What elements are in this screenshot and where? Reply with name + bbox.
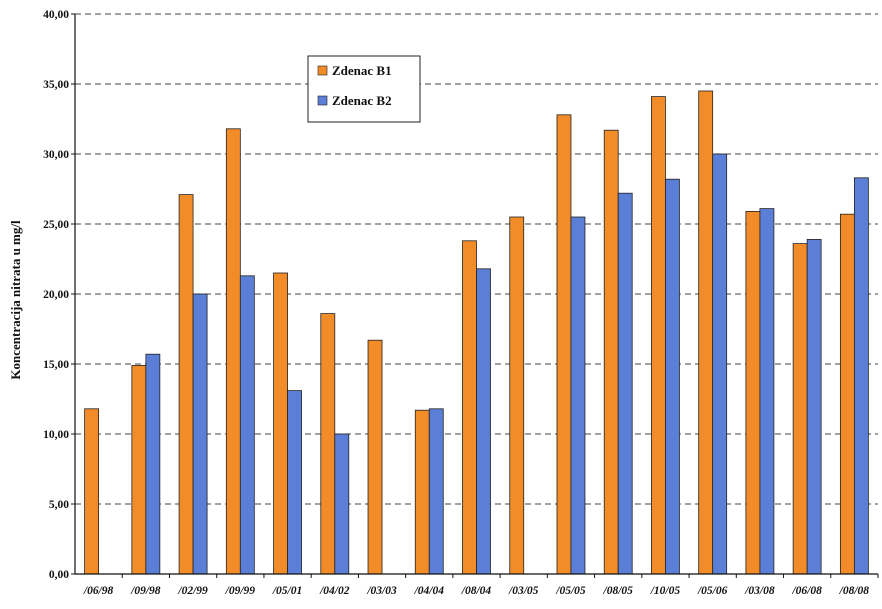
y-tick-label: 40,00 (43, 9, 69, 21)
x-category-label: /09/98 (130, 585, 161, 597)
bar-b1 (320, 313, 336, 575)
x-category-label: /04/02 (319, 585, 350, 597)
bar-b1 (556, 114, 572, 575)
bar-b2 (145, 353, 161, 575)
bar-b1 (225, 128, 241, 575)
y-tick-label: 25,00 (43, 219, 69, 231)
bar-b1 (131, 364, 147, 575)
bar-b1 (603, 129, 619, 575)
x-category-label: /10/05 (650, 585, 681, 597)
x-category-label: /05/01 (272, 585, 302, 597)
x-category-label: /06/98 (83, 585, 114, 597)
y-tick-label: 20,00 (43, 289, 69, 301)
bar-b1 (839, 213, 855, 575)
bar-b2 (192, 293, 208, 575)
y-tick-label: 0,00 (49, 569, 69, 581)
x-category-label: /08/04 (461, 585, 492, 597)
y-tick-label: 30,00 (43, 149, 69, 161)
bar-b2 (239, 275, 255, 575)
x-category-label: /06/08 (791, 585, 822, 597)
bar-b2 (570, 216, 586, 575)
y-tick-label: 10,00 (43, 429, 69, 441)
x-category-label: /03/03 (366, 585, 397, 597)
x-category-label: /04/04 (414, 585, 445, 597)
legend-swatch-b1 (317, 65, 328, 76)
bar-b1 (84, 408, 100, 575)
x-category-label: /08/08 (839, 585, 870, 597)
bar-b2 (806, 238, 822, 575)
legend-label-b1: Zdenac B1 (332, 63, 392, 78)
y-tick-label: 5,00 (49, 499, 69, 511)
bar-b1 (178, 194, 194, 575)
legend-swatch-b2 (317, 95, 328, 106)
x-category-label: /09/99 (225, 585, 256, 597)
x-category-labels: /06/98/09/98/02/99/09/99/05/01/04/02/03/… (83, 585, 869, 597)
x-category-label: /03/08 (744, 585, 775, 597)
x-category-label: /05/06 (697, 585, 728, 597)
axes-layer (74, 14, 879, 578)
legend-label-b2: Zdenac B2 (332, 93, 392, 108)
bar-b1 (792, 243, 808, 575)
y-tick-labels: 0,00 5,00 10,00 15,00 20,00 25,00 30,00 35,00 40… (43, 9, 69, 581)
bar-b2 (334, 433, 350, 575)
bar-b2 (428, 408, 444, 575)
x-category-label: /08/05 (603, 585, 634, 597)
bar-b2 (712, 153, 728, 575)
x-category-label: /05/05 (555, 585, 586, 597)
bar-b2 (617, 192, 633, 575)
bar-b2 (853, 177, 869, 575)
bar-b1 (367, 339, 383, 575)
bar-b1 (651, 96, 666, 575)
bar-b1 (414, 409, 430, 575)
bar-b1 (698, 90, 714, 575)
bar-b2 (665, 178, 680, 575)
x-category-label: /02/99 (177, 585, 208, 597)
legend: Zdenac B1 Zdenac B2 (307, 55, 421, 123)
bar-b1 (273, 272, 288, 575)
bar-b1 (745, 210, 761, 575)
y-tick-label: 15,00 (43, 359, 69, 371)
bar-b2 (759, 208, 775, 575)
y-tick-label: 35,00 (43, 79, 69, 91)
bar-b1 (509, 216, 525, 575)
bar-b2 (476, 268, 491, 575)
bar-b2 (287, 390, 302, 575)
bars-layer (84, 90, 869, 575)
x-category-label: /03/05 (508, 585, 539, 597)
bar-b1 (462, 240, 477, 575)
y-axis-title: Koncentracija nitrata u mg/l (8, 220, 23, 380)
